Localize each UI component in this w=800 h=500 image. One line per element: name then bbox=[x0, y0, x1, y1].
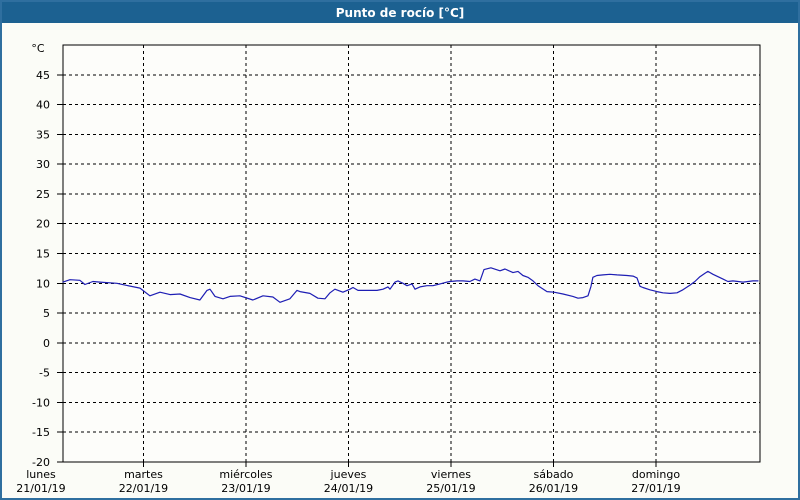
y-axis-unit-label: °C bbox=[31, 42, 45, 55]
y-tick-label: 20 bbox=[36, 218, 50, 231]
chart-title: Punto de rocío [°C] bbox=[335, 5, 465, 20]
x-date-label: 27/01/19 bbox=[631, 482, 680, 495]
x-day-label: viernes bbox=[431, 468, 471, 481]
y-tick-label: 10 bbox=[36, 277, 50, 290]
y-tick-label: 15 bbox=[36, 248, 50, 261]
y-tick-label: 30 bbox=[36, 158, 50, 171]
y-tick-label: -5 bbox=[39, 367, 50, 380]
y-tick-label: -15 bbox=[32, 426, 50, 439]
x-date-label: 22/01/19 bbox=[119, 482, 168, 495]
y-tick-label: 35 bbox=[36, 128, 50, 141]
y-tick-label: 25 bbox=[36, 188, 50, 201]
y-tick-label: -10 bbox=[32, 396, 50, 409]
title-bar: Punto de rocío [°C] bbox=[2, 2, 798, 23]
y-tick-label: 5 bbox=[43, 307, 50, 320]
x-date-label: 24/01/19 bbox=[324, 482, 373, 495]
x-date-label: 21/01/19 bbox=[16, 482, 65, 495]
y-tick-label: 40 bbox=[36, 99, 50, 112]
x-day-label: martes bbox=[124, 468, 163, 481]
dewpoint-chart: 45 40 35 30 25 20 15 10 5 0 -5 -10 -15 -20 °C lunes21/0… bbox=[16, 42, 761, 495]
x-date-label: 25/01/19 bbox=[426, 482, 475, 495]
y-tick-label: -20 bbox=[32, 456, 50, 469]
x-date-label: 23/01/19 bbox=[221, 482, 270, 495]
x-day-label: miércoles bbox=[219, 468, 272, 481]
x-date-label: 26/01/19 bbox=[529, 482, 578, 495]
x-day-label: domingo bbox=[632, 468, 680, 481]
y-tick-label: 45 bbox=[36, 69, 50, 82]
y-tick-label: 0 bbox=[43, 337, 50, 350]
x-day-label: lunes bbox=[26, 468, 56, 481]
x-day-label: sábado bbox=[534, 468, 574, 481]
x-day-label: jueves bbox=[330, 468, 367, 481]
dewpoint-series-line bbox=[62, 267, 759, 303]
